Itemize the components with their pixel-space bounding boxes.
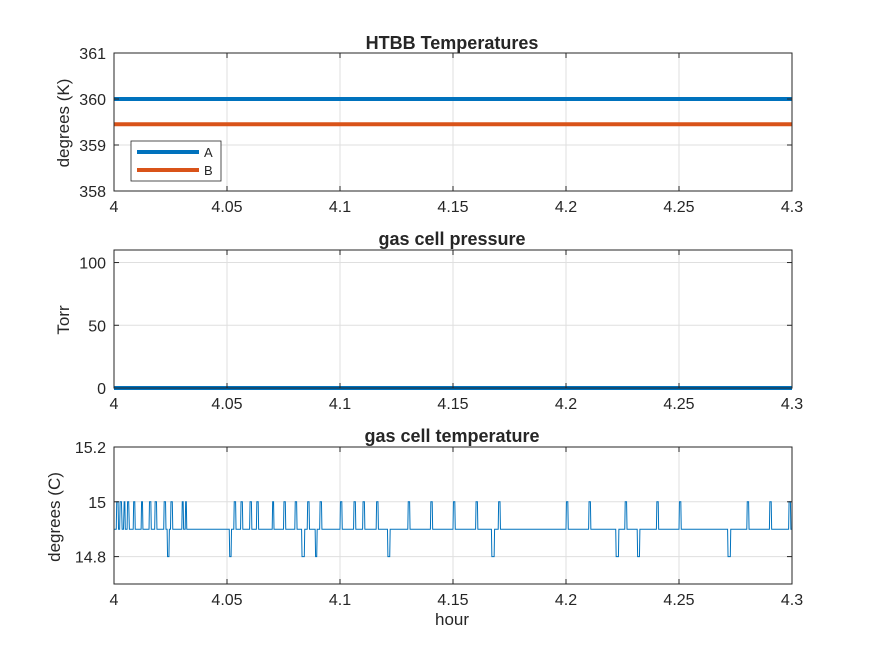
- x-tick-label: 4.3: [781, 592, 803, 609]
- x-tick-label: 4.1: [329, 592, 351, 609]
- gas-cell-temperature-axes: gas cell temperature degrees (C) hour 4 4…: [45, 426, 803, 629]
- htbb-temperatures-title: HTBB Temperatures: [366, 33, 539, 53]
- y-tick-label: 15.2: [75, 440, 106, 457]
- x-tick-label: 4.2: [555, 396, 577, 413]
- htbb-temperatures-legend: A B: [130, 140, 222, 182]
- x-tick-label: 4.1: [329, 396, 351, 413]
- x-tick-label: 4.05: [211, 199, 242, 216]
- legend-label-b: B: [204, 163, 213, 178]
- y-tick-label: 50: [88, 318, 106, 335]
- gas-cell-temperature-series-line: [114, 501, 792, 558]
- y-tick-label: 15: [88, 495, 106, 512]
- legend-label-a: A: [204, 145, 213, 160]
- htbb-temperatures-ylabel: degrees (K): [54, 79, 73, 168]
- x-tick-label: 4.1: [329, 199, 351, 216]
- x-tick-label: 4.25: [663, 199, 694, 216]
- x-tick-label: 4.05: [211, 396, 242, 413]
- x-tick-label: 4.2: [555, 199, 577, 216]
- gas-cell-pressure-title: gas cell pressure: [378, 229, 525, 249]
- y-tick-label: 359: [79, 138, 106, 155]
- x-tick-label: 4.15: [437, 396, 468, 413]
- x-tick-label: 4: [110, 199, 119, 216]
- x-tick-label: 4.15: [437, 592, 468, 609]
- x-tick-label: 4: [110, 592, 119, 609]
- htbb-temperatures-axes: HTBB Temperatures degrees (K) A B 4 4.05 4…: [54, 33, 803, 216]
- x-tick-label: 4.2: [555, 592, 577, 609]
- y-tick-label: 361: [79, 46, 106, 63]
- y-tick-label: 100: [79, 256, 106, 273]
- gas-cell-temperature-ylabel: degrees (C): [45, 472, 64, 562]
- x-tick-label: 4.3: [781, 199, 803, 216]
- x-tick-label: 4.15: [437, 199, 468, 216]
- gas-cell-temperature-xlabel: hour: [435, 610, 469, 629]
- x-tick-label: 4.3: [781, 396, 803, 413]
- y-tick-label: 14.8: [75, 550, 106, 567]
- x-tick-label: 4: [110, 396, 119, 413]
- x-tick-label: 4.25: [663, 592, 694, 609]
- x-tick-label: 4.25: [663, 396, 694, 413]
- gas-cell-pressure-ylabel: Torr: [54, 305, 73, 335]
- legend-box: [130, 140, 222, 182]
- gas-cell-temperature-title: gas cell temperature: [364, 426, 539, 446]
- y-tick-label: 358: [79, 184, 106, 201]
- gas-cell-pressure-axes: gas cell pressure Torr 4 4.05 4.1 4.15 4.2 4.…: [54, 229, 803, 413]
- x-tick-label: 4.05: [211, 592, 242, 609]
- y-tick-label: 0: [97, 381, 106, 398]
- y-tick-label: 360: [79, 92, 106, 109]
